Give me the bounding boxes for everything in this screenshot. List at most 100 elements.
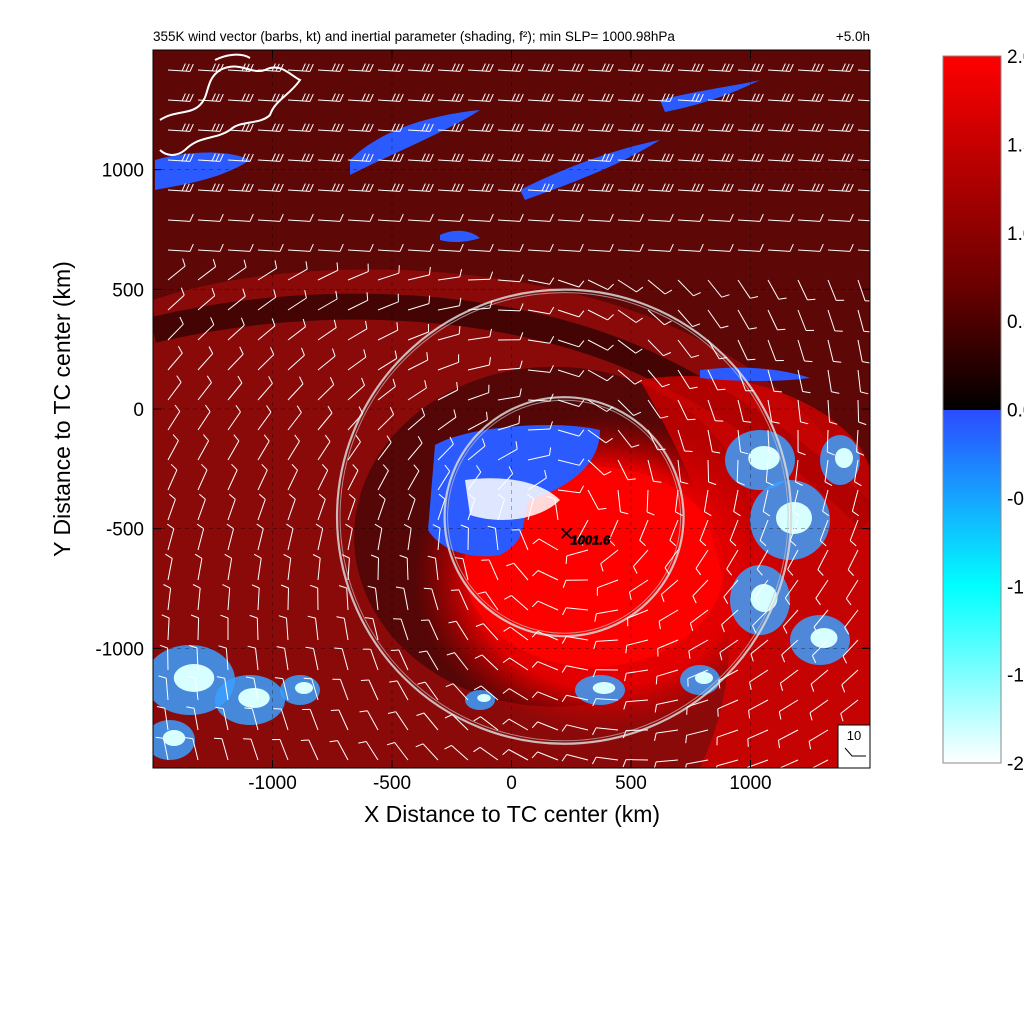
wind-barb bbox=[707, 309, 722, 329]
wind-barb-flag bbox=[699, 123, 704, 132]
wind-barb-flag bbox=[421, 407, 426, 416]
plot-area: 1001.6 bbox=[153, 50, 879, 768]
wind-barb-flag bbox=[841, 93, 846, 102]
wind-barb bbox=[167, 294, 185, 311]
wind-barb-flag bbox=[578, 399, 585, 407]
wind-barb-flag bbox=[809, 712, 813, 721]
wind-barb bbox=[795, 459, 799, 482]
wind-barb-flag bbox=[789, 123, 794, 132]
wind-barb-flag bbox=[176, 375, 182, 383]
wind-barb-flag bbox=[215, 63, 220, 72]
wind-barb-flag bbox=[394, 350, 398, 359]
wind-barb-flag bbox=[620, 511, 629, 515]
wind-barb-flag bbox=[824, 481, 833, 487]
wind-barb-flag bbox=[845, 183, 850, 192]
wind-barb bbox=[566, 754, 589, 761]
wind-barb-flag bbox=[177, 345, 183, 354]
wind-barb-flag bbox=[226, 523, 234, 530]
wind-barb-flag bbox=[352, 464, 359, 471]
wind-barb-flag bbox=[781, 153, 786, 162]
wind-barb bbox=[857, 309, 865, 332]
wind-barb-flag bbox=[579, 213, 584, 222]
wind-barb bbox=[778, 729, 799, 741]
wind-barb-flag bbox=[181, 93, 186, 102]
wind-barb-flag bbox=[609, 93, 614, 102]
wind-barb-flag bbox=[477, 591, 486, 595]
wind-barb-flag bbox=[532, 538, 540, 545]
wind-barb-flag bbox=[208, 346, 214, 354]
wind-barb-flag bbox=[561, 665, 567, 673]
wind-barb-flag bbox=[515, 63, 520, 72]
wind-barb-flag bbox=[561, 636, 567, 644]
wind-barb-flag bbox=[658, 621, 661, 630]
wind-barb-flag bbox=[811, 123, 816, 132]
wind-barb-flag bbox=[369, 93, 374, 102]
wind-barb-flag bbox=[185, 183, 190, 192]
wind-barb-flag bbox=[396, 322, 399, 331]
wind-barb-flag bbox=[365, 153, 370, 162]
wind-barb-flag bbox=[481, 153, 486, 162]
wind-barb-flag bbox=[305, 153, 310, 162]
wind-barb bbox=[407, 470, 420, 491]
wind-barb bbox=[197, 324, 215, 341]
wind-barb-flag bbox=[600, 563, 604, 572]
wind-barb bbox=[781, 639, 799, 656]
wind-barb bbox=[587, 309, 608, 321]
wind-barb-flag bbox=[301, 153, 306, 162]
wind-barb bbox=[287, 249, 311, 252]
wind-barb-flag bbox=[777, 328, 786, 331]
wind-barb bbox=[527, 279, 550, 285]
wind-barb-flag bbox=[459, 93, 464, 102]
wind-barb bbox=[527, 369, 550, 373]
shading-blue-streak bbox=[350, 110, 480, 175]
wind-barb-flag bbox=[729, 63, 734, 72]
wind-barb-flag bbox=[609, 183, 614, 192]
wind-barb-flag bbox=[549, 63, 554, 72]
wind-barb-flag bbox=[421, 153, 426, 162]
wind-barb bbox=[557, 489, 580, 494]
wind-barb-flag bbox=[453, 409, 457, 418]
wind-barb-flag bbox=[808, 741, 812, 750]
wind-barb-flag bbox=[249, 123, 254, 132]
wind-barb-flag bbox=[781, 63, 786, 72]
wind-barb bbox=[451, 714, 469, 731]
wind-barb bbox=[167, 219, 191, 222]
wind-barb-flag bbox=[163, 584, 171, 589]
wind-barb bbox=[197, 249, 221, 252]
wind-barb-flag bbox=[459, 153, 464, 162]
wind-barb-flag bbox=[425, 183, 430, 192]
wind-barb-flag bbox=[305, 261, 308, 270]
wind-barb-flag bbox=[459, 183, 464, 192]
wind-barb-flag bbox=[639, 123, 644, 132]
wind-barb-flag bbox=[474, 654, 483, 659]
wind-barb bbox=[347, 328, 368, 341]
wind-barb-flag bbox=[691, 183, 696, 192]
wind-barb-flag bbox=[481, 183, 486, 192]
wind-barb-flag bbox=[699, 93, 704, 102]
wind-barb-flag bbox=[605, 183, 610, 192]
wind-barb-flag bbox=[756, 568, 763, 576]
wind-barb-flag bbox=[228, 493, 236, 500]
wind-barb-flag bbox=[549, 421, 553, 430]
wind-barb bbox=[287, 219, 311, 222]
wind-barb-flag bbox=[180, 287, 185, 296]
wind-barb-flag bbox=[693, 292, 701, 297]
wind-barb-flag bbox=[720, 325, 729, 329]
wind-barb-flag bbox=[876, 64, 879, 71]
wind-barb bbox=[657, 639, 679, 649]
wind-barb-flag bbox=[575, 183, 580, 192]
wind-barb-flag bbox=[781, 183, 786, 192]
shading-field bbox=[153, 50, 870, 768]
wind-barb-flag bbox=[852, 510, 860, 517]
wind-barb bbox=[767, 309, 778, 331]
wind-barb bbox=[557, 369, 580, 378]
wind-barb-flag bbox=[847, 569, 854, 576]
wind-barb bbox=[656, 729, 679, 734]
wind-barb bbox=[279, 739, 289, 761]
wind-barb-flag bbox=[460, 524, 469, 529]
wind-barb-flag bbox=[684, 450, 693, 452]
wind-barb-flag bbox=[860, 391, 869, 395]
wind-barb bbox=[287, 558, 292, 581]
wind-barb bbox=[647, 279, 666, 295]
wind-barb bbox=[566, 607, 589, 611]
